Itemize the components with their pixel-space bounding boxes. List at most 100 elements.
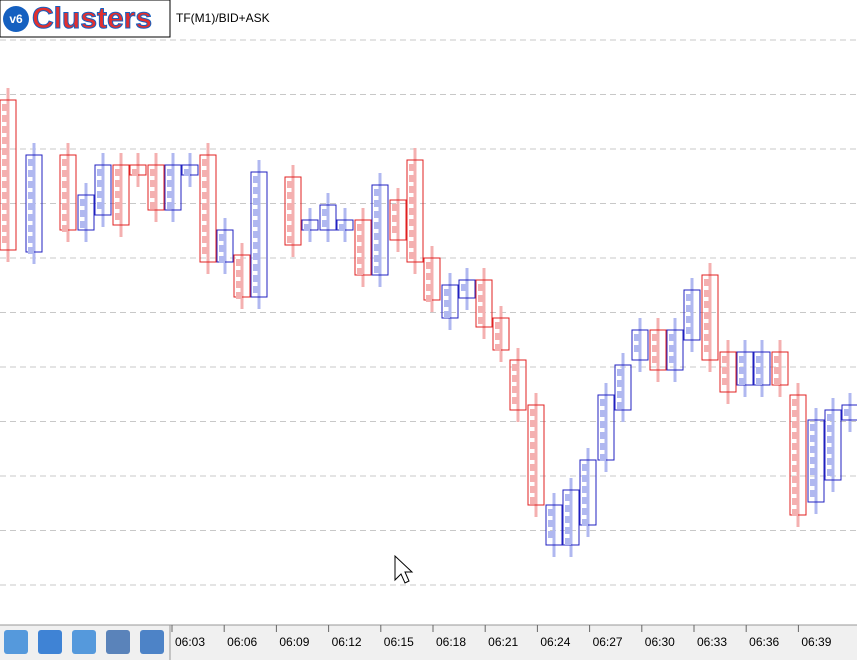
cluster-cell xyxy=(2,115,8,122)
cluster-cell xyxy=(669,345,675,352)
candle-body xyxy=(701,274,719,361)
cluster-cell xyxy=(792,432,798,439)
candle-body xyxy=(527,404,545,506)
cluster-cell xyxy=(357,224,363,231)
time-label: 06:21 xyxy=(488,635,518,649)
toolbar-button[interactable] xyxy=(38,630,62,654)
cluster-cell xyxy=(132,169,138,176)
cluster-cell xyxy=(2,236,8,243)
cluster-cell xyxy=(582,475,588,482)
cluster-cell xyxy=(810,479,816,486)
time-label: 06:18 xyxy=(436,635,466,649)
candle-body xyxy=(545,504,563,546)
cluster-cell xyxy=(652,345,658,352)
cluster-cell xyxy=(810,435,816,442)
cluster-cell xyxy=(28,192,34,199)
cluster-cell xyxy=(115,191,121,198)
cluster-cell xyxy=(62,203,68,210)
candle-body xyxy=(199,154,217,263)
logo-text: Clusters xyxy=(32,2,152,35)
cluster-cell xyxy=(409,219,415,226)
cluster-cell xyxy=(392,215,398,222)
cluster-cell xyxy=(202,214,208,221)
candle-body xyxy=(284,176,302,246)
cluster-cell xyxy=(374,255,380,262)
cluster-cell xyxy=(827,469,833,476)
cluster-cell xyxy=(253,176,259,183)
candle-body xyxy=(112,164,130,226)
cluster-cell xyxy=(774,378,780,385)
cluster-cell xyxy=(617,369,623,376)
cluster-cell xyxy=(409,197,415,204)
cluster-cell xyxy=(374,222,380,229)
cluster-cell xyxy=(167,191,173,198)
toolbar-button[interactable] xyxy=(106,630,130,654)
candle-body xyxy=(94,164,112,216)
cluster-cell xyxy=(792,399,798,406)
time-label: 06:33 xyxy=(697,635,727,649)
cluster-cell xyxy=(236,259,242,266)
cluster-cell xyxy=(810,424,816,431)
candle-body xyxy=(649,329,667,371)
cluster-cell xyxy=(582,497,588,504)
cluster-cell xyxy=(202,236,208,243)
cluster-cell xyxy=(97,191,103,198)
cluster-cell xyxy=(28,225,34,232)
cluster-cell xyxy=(374,189,380,196)
cluster-cell xyxy=(219,234,225,241)
cluster-cell xyxy=(253,242,259,249)
cluster-cell xyxy=(409,164,415,171)
cluster-cell xyxy=(409,252,415,259)
time-label: 06:24 xyxy=(540,635,570,649)
candle-body xyxy=(458,279,476,299)
cluster-cell xyxy=(530,442,536,449)
toolbar-button[interactable] xyxy=(140,630,164,654)
cluster-cell xyxy=(810,490,816,497)
cluster-cell xyxy=(80,210,86,217)
cluster-cell xyxy=(617,402,623,409)
cluster-cell xyxy=(617,391,623,398)
time-label: 06:27 xyxy=(593,635,623,649)
cluster-cell xyxy=(62,214,68,221)
candle-body xyxy=(509,359,527,411)
cluster-cell xyxy=(62,181,68,188)
cluster-cell xyxy=(722,356,728,363)
cluster-cell xyxy=(97,180,103,187)
cluster-cell xyxy=(512,386,518,393)
cluster-cell xyxy=(28,159,34,166)
cluster-cell xyxy=(827,458,833,465)
cluster-cell xyxy=(844,409,850,416)
cluster-cell xyxy=(287,214,293,221)
cluster-cell xyxy=(756,367,762,374)
cluster-cell xyxy=(2,192,8,199)
cluster-cell xyxy=(2,159,8,166)
cluster-cell xyxy=(287,236,293,243)
time-label: 06:03 xyxy=(175,635,205,649)
cluster-cell xyxy=(2,170,8,177)
cluster-cell xyxy=(150,191,156,198)
cluster-cell xyxy=(150,202,156,209)
cluster-cell xyxy=(2,214,8,221)
cluster-cell xyxy=(530,431,536,438)
cluster-cell xyxy=(253,275,259,282)
cluster-cell xyxy=(357,268,363,275)
cluster-cell xyxy=(357,257,363,264)
logo-badge xyxy=(3,6,29,32)
cluster-cell xyxy=(426,284,432,291)
cluster-cell xyxy=(253,264,259,271)
time-label: 06:36 xyxy=(749,635,779,649)
cluster-cell xyxy=(150,180,156,187)
cluster-cell xyxy=(582,508,588,515)
cluster-cell xyxy=(548,520,554,527)
cluster-cell xyxy=(810,457,816,464)
cluster-cell xyxy=(792,487,798,494)
toolbar-button[interactable] xyxy=(72,630,96,654)
cluster-cell xyxy=(287,192,293,199)
cluster-cell xyxy=(827,436,833,443)
cluster-cell xyxy=(115,213,121,220)
cluster-cell xyxy=(686,294,692,301)
cluster-cell xyxy=(478,317,484,324)
cluster-cell xyxy=(167,169,173,176)
toolbar-button[interactable] xyxy=(4,630,28,654)
cluster-cell xyxy=(774,356,780,363)
